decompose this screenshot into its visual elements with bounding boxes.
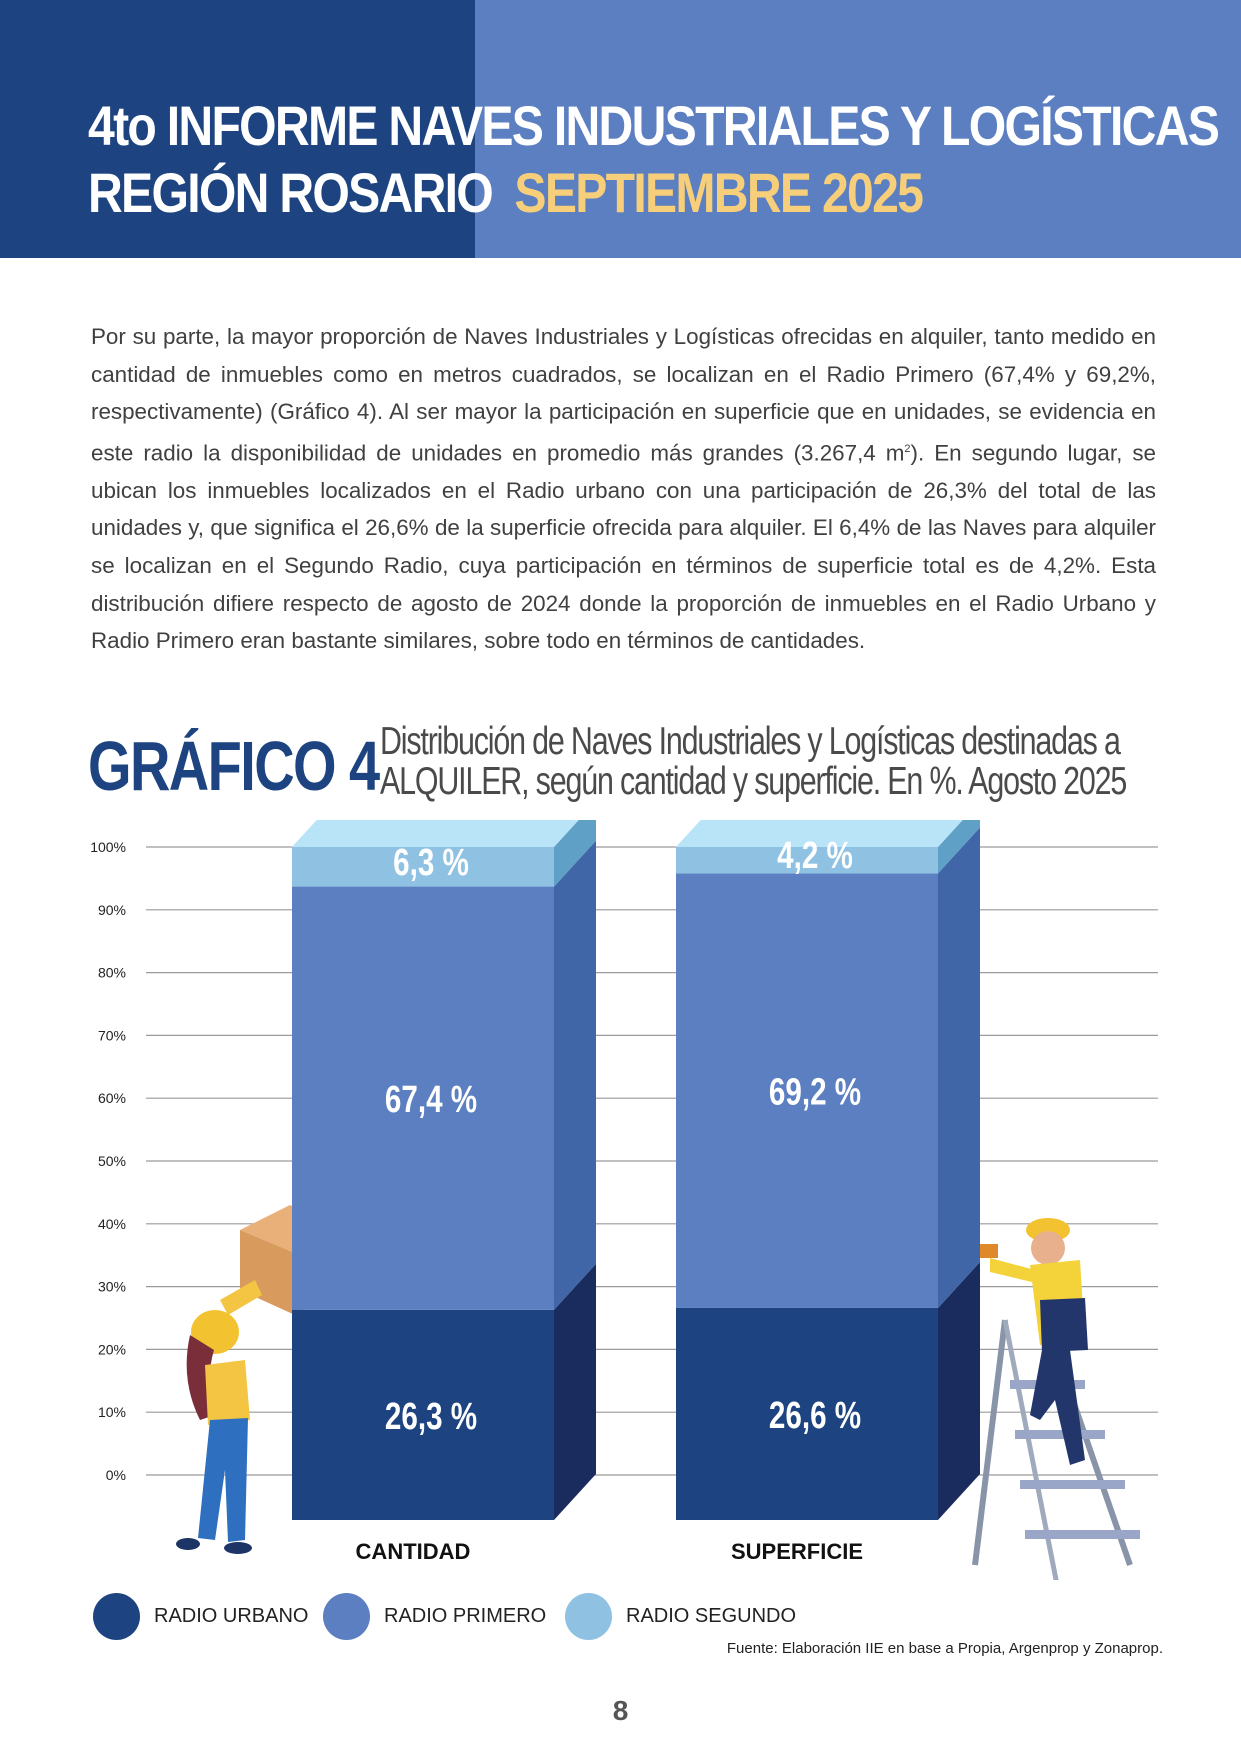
- bar-top-face: [292, 820, 579, 847]
- legend-label: RADIO PRIMERO: [384, 1604, 547, 1627]
- legend-swatch: [565, 1592, 612, 1640]
- header-banner: 4to INFORME NAVES INDUSTRIALES Y LOGÍSTI…: [0, 0, 1241, 258]
- legend-item-radio-segundo: RADIO SEGUNDO: [565, 1592, 796, 1640]
- data-label: 67,4 %: [385, 1079, 477, 1121]
- woman-shoe-right: [224, 1542, 252, 1554]
- y-tick-label: 0%: [106, 1467, 126, 1483]
- body-superscript: 2: [904, 442, 911, 455]
- bar-segment-side: [938, 1261, 980, 1520]
- y-tick-label: 80%: [98, 965, 126, 981]
- header-dark-panel: [0, 0, 475, 258]
- woman-torso: [205, 1360, 250, 1425]
- data-label: 26,3 %: [385, 1395, 477, 1437]
- bar-segment: [292, 847, 554, 887]
- ladder-back-rail: [1002, 1319, 1059, 1580]
- data-label: 6,3 %: [393, 841, 469, 883]
- worker-legs: [1030, 1350, 1085, 1465]
- woman-shoe-left: [176, 1538, 200, 1550]
- y-tick-label: 30%: [98, 1279, 126, 1295]
- body-text-part2: ). En segundo lugar, se ubican los inmue…: [91, 440, 1156, 654]
- bar-segment-side: [554, 820, 596, 887]
- report-date: SEPTIEMBRE 2025: [514, 161, 924, 224]
- body-paragraph: Por su parte, la mayor proporción de Nav…: [91, 318, 1156, 660]
- bar-top-face: [676, 820, 963, 847]
- graph-subtitle: Distribución de Naves Industriales y Log…: [380, 720, 1127, 803]
- ladder-step-4: [1025, 1530, 1140, 1539]
- source-note: Fuente: Elaboración IIE en base a Propia…: [726, 1640, 1163, 1657]
- y-tick-label: 90%: [98, 902, 126, 918]
- legend-swatch: [93, 1592, 140, 1640]
- bar-segment: [292, 1309, 554, 1520]
- worker-overalls: [1040, 1298, 1088, 1352]
- data-label: 4,2 %: [777, 835, 853, 877]
- stacked-bar-chart: 0% 10% 20% 30% 40% 50% 60% 70% 80% 90% 100%: [90, 820, 1158, 1580]
- ladder-rail-left: [972, 1319, 1008, 1566]
- legend-swatch: [323, 1592, 370, 1640]
- legend-label: RADIO URBANO: [154, 1604, 309, 1627]
- worker-head: [1031, 1231, 1065, 1265]
- legend-item-radio-urbano: RADIO URBANO: [93, 1592, 308, 1640]
- woman-jeans: [198, 1418, 248, 1542]
- bar-segment-side: [554, 1263, 596, 1520]
- graph-subtitle-line2: ALQUILER, según cantidad y superficie. E…: [380, 760, 1127, 803]
- bar-segment: [676, 1307, 938, 1520]
- body-text-part1: Por su parte, la mayor proporción de Nav…: [91, 324, 1156, 466]
- data-label: 26,6 %: [769, 1395, 861, 1437]
- data-labels-group: 26,3 % 67,4 % 6,3 % 26,6 % 69,2 % 4,2 %: [385, 835, 861, 1438]
- bar-segment-side: [554, 840, 596, 1310]
- bar-segment: [292, 886, 554, 1310]
- graph-label: GRÁFICO 4: [88, 727, 380, 805]
- report-title: 4to INFORME NAVES INDUSTRIALES Y LOGÍSTI…: [88, 94, 1220, 157]
- y-tick-label: 40%: [98, 1216, 126, 1232]
- woman-cap: [191, 1310, 239, 1354]
- legend-label: RADIO SEGUNDO: [626, 1604, 797, 1627]
- graph-subtitle-line1: Distribución de Naves Industriales y Log…: [380, 720, 1121, 763]
- y-tick-label: 70%: [98, 1027, 126, 1043]
- category-label: CANTIDAD: [356, 1539, 471, 1564]
- ladder-step-3: [1020, 1480, 1125, 1489]
- data-label: 69,2 %: [769, 1071, 861, 1113]
- bar-segment-side: [938, 827, 980, 1308]
- woman-arm: [220, 1280, 262, 1315]
- report-subtitle: REGIÓN ROSARIO SEPTIEMBRE 2025: [88, 160, 924, 225]
- region-label: REGIÓN ROSARIO: [88, 161, 494, 224]
- y-tick-label: 10%: [98, 1404, 126, 1420]
- category-labels-group: CANTIDAD SUPERFICIE: [356, 1539, 863, 1564]
- bar-segment: [676, 873, 938, 1308]
- header-light-panel: [475, 0, 1241, 258]
- ladder-step-2: [1015, 1430, 1105, 1439]
- y-tick-label: 50%: [98, 1153, 126, 1169]
- y-tick-label: 100%: [90, 839, 126, 855]
- bar-segment-side: [938, 820, 980, 874]
- bars-group: [292, 820, 980, 1520]
- legend-item-radio-primero: RADIO PRIMERO: [323, 1592, 546, 1640]
- y-tick-label: 20%: [98, 1341, 126, 1357]
- category-label: SUPERFICIE: [731, 1539, 863, 1564]
- bar-segment: [676, 847, 938, 874]
- worker-arm: [990, 1258, 1035, 1282]
- y-tick-label: 60%: [98, 1090, 126, 1106]
- page-number: 8: [612, 1695, 629, 1726]
- chart-grid: 0% 10% 20% 30% 40% 50% 60% 70% 80% 90% 100%: [90, 839, 1158, 1483]
- worker-on-ladder-illustration: [960, 1218, 1140, 1580]
